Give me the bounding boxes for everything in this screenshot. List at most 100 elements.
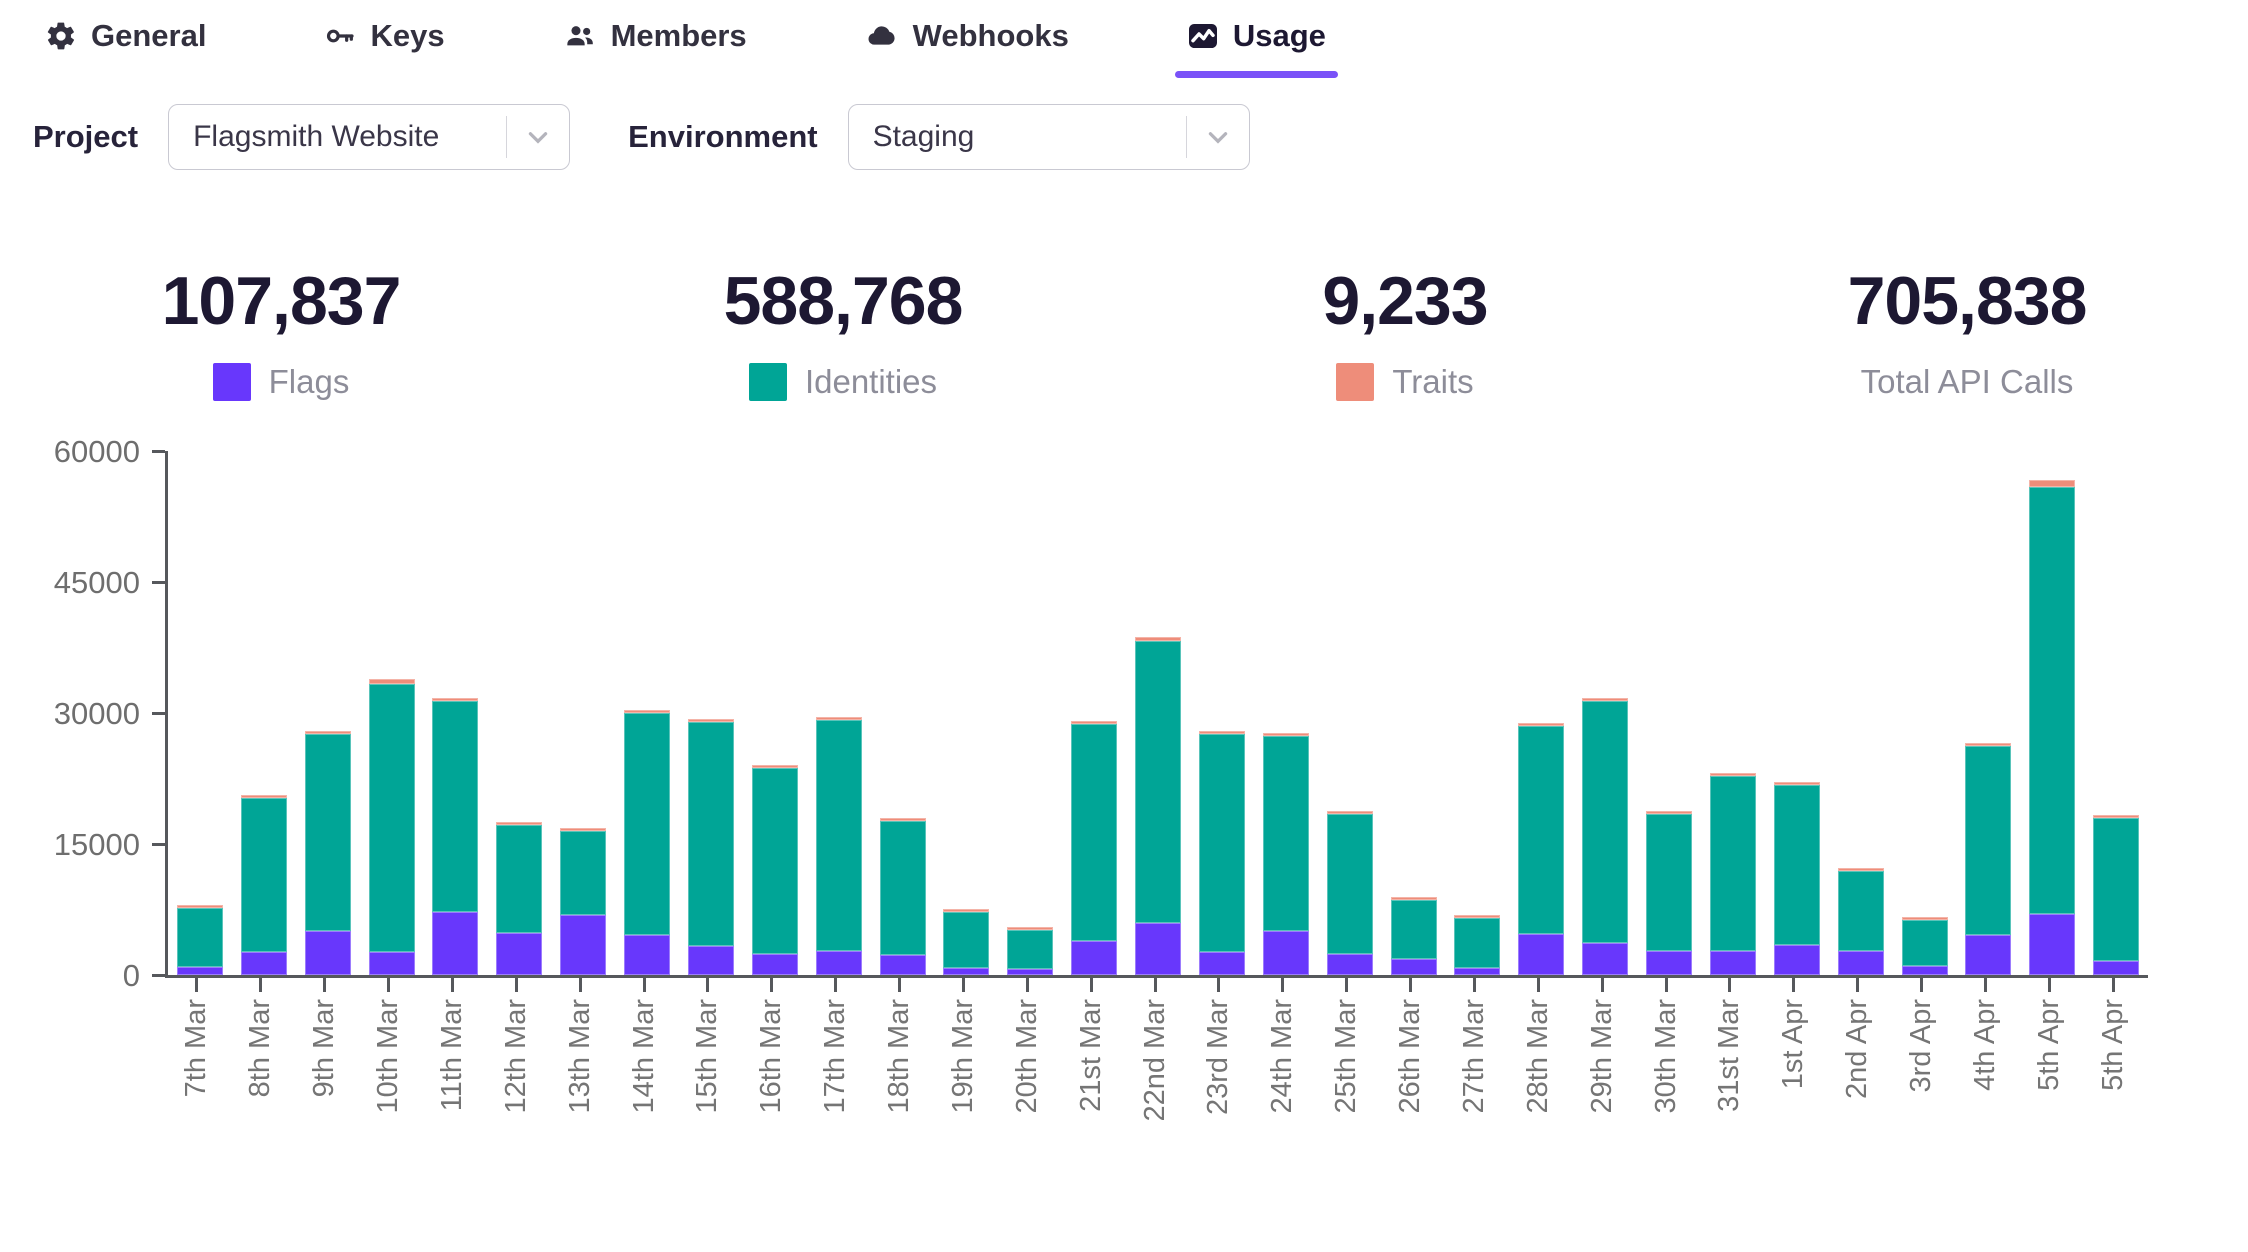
stacked-bar-31st-mar[interactable] [1709,773,1756,976]
x-tick-mark [1536,978,1540,993]
traits-segment [368,679,415,685]
stacked-bar-23rd-mar[interactable] [1198,731,1245,976]
bar-slot [871,451,935,976]
bar-slot [2020,451,2084,976]
x-tick-label: 7th Mar [180,999,213,1098]
identities-segment [624,713,671,936]
tab-members[interactable]: Members [563,18,747,78]
flags-segment [1773,945,1820,976]
stacked-bar-22nd-mar[interactable] [1135,637,1182,976]
flags-segment [176,967,223,976]
y-tick-label: 30000 [53,696,140,732]
traits-segment [1454,915,1501,919]
traits-segment [496,822,543,826]
flags-segment [1709,951,1756,976]
tab-general[interactable]: General [45,18,206,78]
chevron-down-icon [507,124,569,150]
stacked-bar-18th-mar[interactable] [879,818,926,976]
traits-segment [2093,815,2140,819]
x-tick-slot [1379,978,1443,993]
y-tick-mark [152,974,165,978]
stacked-bar-5th-apr[interactable] [2029,480,2076,976]
stacked-bar-20th-mar[interactable] [1007,927,1054,976]
environment-select[interactable]: Staging [847,104,1250,170]
x-tick-label: 20th Mar [1010,999,1043,1114]
stacked-bar-8th-mar[interactable] [240,795,287,976]
stacked-bar-2nd-apr[interactable] [1837,868,1884,976]
traits-segment [1965,743,2012,747]
flags-segment [815,951,862,976]
x-tick-label: 30th Mar [1649,999,1682,1114]
project-select[interactable]: Flagsmith Website [168,104,571,170]
flags-segment [687,946,734,976]
identities-segment [1007,930,1054,970]
identities-segment [176,908,223,968]
stacked-bar-17th-mar[interactable] [815,717,862,976]
settings-tabbar: General Keys Members Webhooks Usage [0,0,2248,78]
x-label-slot: 25th Mar [1315,999,1379,1189]
stacked-bar-11th-mar[interactable] [432,698,479,976]
stacked-bar-25th-mar[interactable] [1326,811,1373,976]
stacked-bar-24th-mar[interactable] [1262,733,1309,976]
tab-label: Webhooks [912,18,1069,53]
flags-segment [1518,934,1565,976]
x-tick-mark [1217,978,1221,993]
x-tick-slot [1251,978,1315,993]
x-tick-label: 19th Mar [946,999,979,1114]
x-tick-slot [293,978,357,993]
bar-slot [551,451,615,976]
stacked-bar-14th-mar[interactable] [624,710,671,976]
x-tick-slot [1187,978,1251,993]
stacked-bar-26th-mar[interactable] [1390,897,1437,976]
x-tick-mark [1856,978,1860,993]
stat-total-api-calls: 705,838 Total API Calls [1686,265,2248,401]
stacked-bar-28th-mar[interactable] [1518,723,1565,976]
x-tick-slot [548,978,612,993]
stacked-bar-13th-mar[interactable] [560,828,607,976]
stacked-bar-12th-mar[interactable] [496,822,543,976]
traits-segment [1390,897,1437,901]
bars-container [168,451,2148,976]
x-tick-mark [2047,978,2051,993]
identities-segment [1646,814,1693,952]
y-tick-mark [152,450,165,454]
stacked-bar-15th-mar[interactable] [687,719,734,976]
stacked-bar-30th-mar[interactable] [1646,811,1693,976]
stacked-bar-29th-mar[interactable] [1582,698,1629,976]
flags-segment [2029,914,2076,976]
x-tick-slot [740,978,804,993]
flags-segment [1965,935,2012,976]
x-label-slot: 18th Mar [868,999,932,1189]
stacked-bar-27th-mar[interactable] [1454,915,1501,976]
stat-identities: 588,768 Identities [562,265,1124,402]
tab-usage[interactable]: Usage [1174,18,1338,78]
stacked-bar-1st-apr[interactable] [1773,782,1820,976]
stacked-bar-3rd-apr[interactable] [1901,917,1948,976]
traits-segment [1262,733,1309,737]
stacked-bar-10th-mar[interactable] [368,679,415,976]
bar-slot [232,451,296,976]
x-tick-label: 13th Mar [563,999,596,1114]
flags-segment [1837,951,1884,976]
bar-slot [1893,451,1957,976]
x-label-slot: 28th Mar [1506,999,1570,1189]
x-tick-mark [1345,978,1349,993]
chart-icon [1187,20,1219,52]
tab-webhooks[interactable]: Webhooks [865,18,1069,78]
stacked-bar-9th-mar[interactable] [304,731,351,976]
x-label-slot: 14th Mar [612,999,676,1189]
stacked-bar-19th-mar[interactable] [943,909,990,976]
x-tick-slot [1506,978,1570,993]
flags-segment [496,933,543,976]
tab-label: Members [610,18,747,53]
x-label-slot: 31st Mar [1698,999,1762,1189]
stacked-bar-7th-mar[interactable] [176,905,223,976]
stacked-bar-5th-apr[interactable] [2093,815,2140,976]
tab-keys[interactable]: Keys [324,18,445,78]
identities-segment [560,831,607,916]
stacked-bar-16th-mar[interactable] [751,765,798,976]
stacked-bar-21st-mar[interactable] [1071,721,1118,976]
identities-segment [2029,487,2076,915]
stacked-bar-4th-apr[interactable] [1965,743,2012,976]
x-label-slot: 10th Mar [357,999,421,1189]
